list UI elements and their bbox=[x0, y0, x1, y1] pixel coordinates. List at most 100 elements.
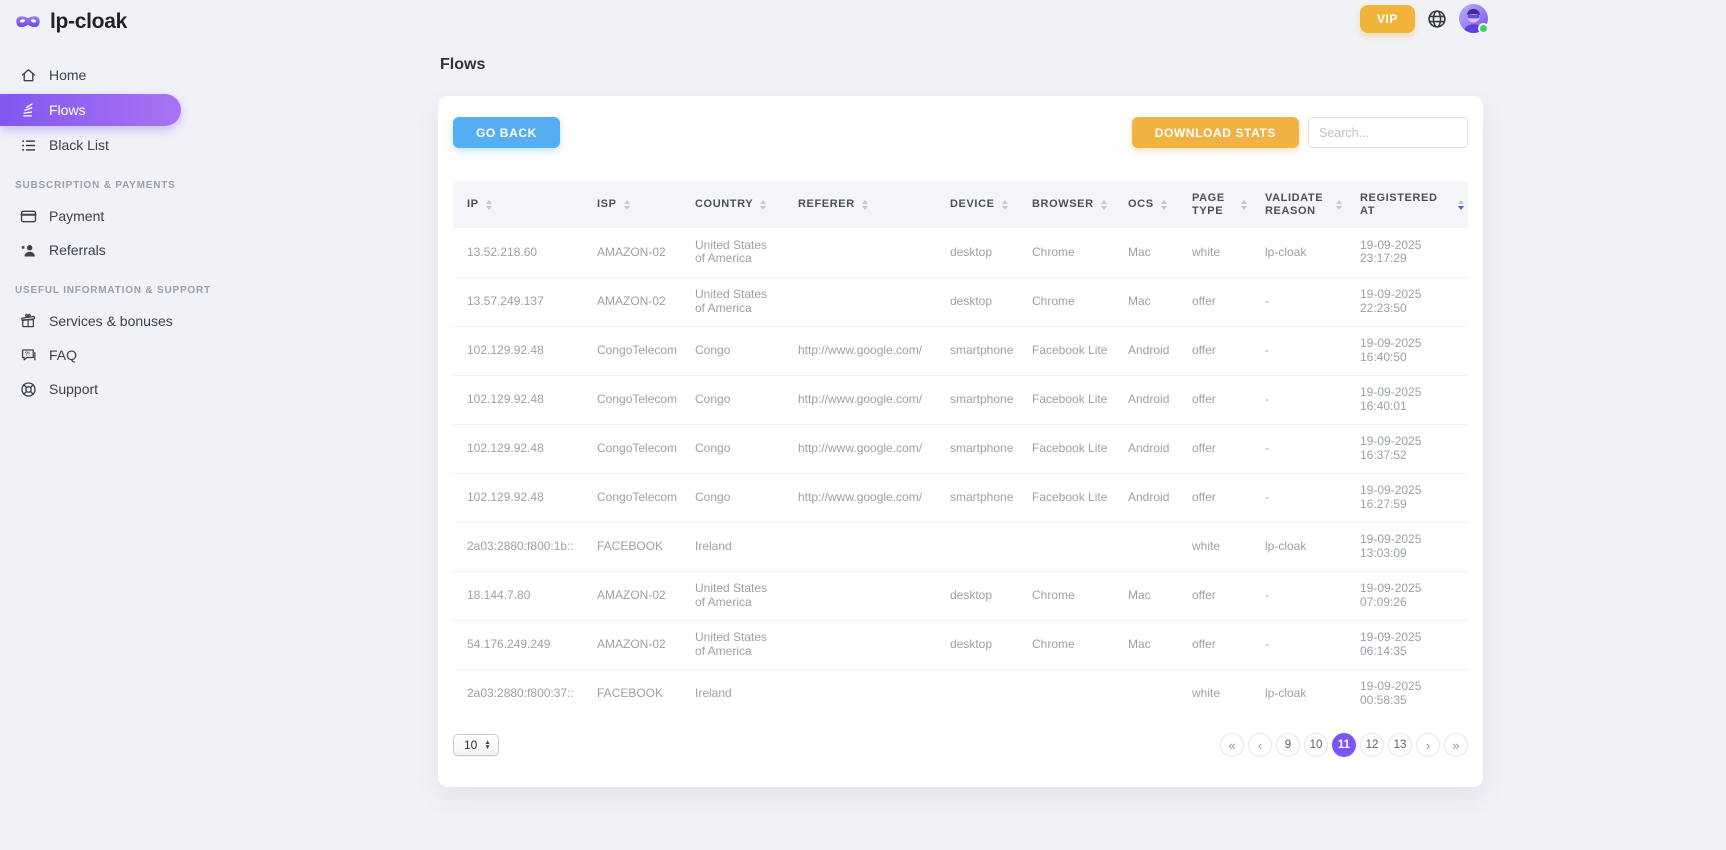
cell-browser bbox=[1018, 669, 1114, 718]
cell-device bbox=[936, 669, 1018, 718]
pagination-prev[interactable]: ‹ bbox=[1248, 733, 1272, 757]
pagination-last[interactable]: » bbox=[1444, 733, 1468, 757]
sidebar-item-payment[interactable]: Payment bbox=[0, 199, 185, 233]
pagination-page-12[interactable]: 12 bbox=[1360, 733, 1384, 757]
cell-referer bbox=[784, 522, 936, 572]
pagination-page-9[interactable]: 9 bbox=[1276, 733, 1300, 757]
sidebar-item-home[interactable]: Home bbox=[0, 58, 185, 92]
cell-isp: CongoTelecom bbox=[583, 424, 681, 474]
online-status-dot bbox=[1477, 23, 1489, 34]
cell-isp: CongoTelecom bbox=[583, 473, 681, 523]
home-icon bbox=[19, 66, 38, 85]
table-row: 54.176.249.249 AMAZON-02 United States of … bbox=[453, 620, 1468, 670]
column-header-registered_at[interactable]: REGISTERED AT bbox=[1346, 181, 1468, 228]
cell-referer bbox=[784, 228, 936, 278]
cell-registered_at: 19-09-2025 16:27:59 bbox=[1346, 473, 1468, 523]
flows-table: IP ISP COUNTRY REFERER DEVICE BROWSER OCS PAGE … bbox=[453, 181, 1468, 718]
brand[interactable]: lp-cloak bbox=[0, 0, 185, 34]
sidebar-item-label: Referrals bbox=[49, 242, 106, 258]
page-size-value: 10 bbox=[464, 738, 478, 752]
column-header-referer[interactable]: REFERER bbox=[784, 181, 936, 228]
column-header-device[interactable]: DEVICE bbox=[936, 181, 1018, 228]
cell-browser: Chrome bbox=[1018, 228, 1114, 278]
sort-icon bbox=[1001, 199, 1008, 210]
cell-validate_reason: - bbox=[1251, 620, 1346, 670]
cell-page_type: offer bbox=[1178, 375, 1251, 425]
cell-page_type: white bbox=[1178, 228, 1251, 278]
cell-isp: AMAZON-02 bbox=[583, 571, 681, 621]
cell-isp: CongoTelecom bbox=[583, 326, 681, 376]
cell-device: desktop bbox=[936, 228, 1018, 278]
cell-registered_at: 19-09-2025 16:40:50 bbox=[1346, 326, 1468, 376]
sidebar-item-support[interactable]: Support bbox=[0, 372, 185, 406]
cell-isp: AMAZON-02 bbox=[583, 277, 681, 327]
table-row: 13.52.218.60 AMAZON-02 United States of Am… bbox=[453, 228, 1468, 278]
cell-ocs bbox=[1114, 669, 1178, 718]
cell-registered_at: 19-09-2025 00:58:35 bbox=[1360, 679, 1422, 707]
cell-page_type: offer bbox=[1178, 571, 1251, 621]
faq-icon: ?! bbox=[19, 346, 38, 365]
search-input[interactable] bbox=[1308, 117, 1468, 148]
pagination-first[interactable]: « bbox=[1220, 733, 1244, 757]
pagination-page-13[interactable]: 13 bbox=[1388, 733, 1412, 757]
cell-device: desktop bbox=[936, 571, 1018, 621]
column-header-isp[interactable]: ISP bbox=[583, 181, 681, 228]
cell-validate_reason: lp-cloak bbox=[1251, 522, 1346, 572]
sidebar-item-black-list[interactable]: Black List bbox=[0, 128, 185, 162]
pagination-next[interactable]: › bbox=[1416, 733, 1440, 757]
cell-device: desktop bbox=[936, 277, 1018, 327]
go-back-button[interactable]: GO BACK bbox=[453, 117, 560, 148]
cell-ocs: Android bbox=[1114, 424, 1178, 474]
vip-button[interactable]: VIP bbox=[1360, 4, 1415, 33]
download-stats-button[interactable]: DOWNLOAD STATS bbox=[1131, 117, 1299, 148]
column-label: BROWSER bbox=[1032, 198, 1094, 210]
page-size-select[interactable]: 10 ▲ ▼ bbox=[453, 734, 499, 756]
cell-browser: Facebook Lite bbox=[1018, 424, 1114, 474]
cell-referer bbox=[784, 669, 936, 718]
column-header-browser[interactable]: BROWSER bbox=[1018, 181, 1114, 228]
cell-page_type: offer bbox=[1178, 277, 1251, 327]
table-row: 13.57.249.137 AMAZON-02 United States of A… bbox=[453, 277, 1468, 327]
cell-validate_reason: - bbox=[1251, 424, 1346, 474]
sidebar-item-faq[interactable]: ?! FAQ bbox=[0, 338, 185, 372]
card-footer: 10 ▲ ▼ «‹ 9 10 11 12 13 ›» bbox=[453, 733, 1468, 757]
sort-icon bbox=[1100, 199, 1107, 210]
pagination-page-10[interactable]: 10 bbox=[1304, 733, 1328, 757]
cell-referer bbox=[784, 277, 936, 327]
cell-ocs: Android bbox=[1114, 375, 1178, 425]
sidebar-item-label: Flows bbox=[49, 102, 86, 118]
column-header-country[interactable]: COUNTRY bbox=[681, 181, 784, 228]
svg-text:?!: ?! bbox=[25, 351, 30, 357]
select-stepper-icon: ▲ ▼ bbox=[484, 739, 491, 751]
cell-validate_reason: - bbox=[1251, 571, 1346, 621]
cell-country: Congo bbox=[681, 326, 784, 376]
sidebar-item-referrals[interactable]: Referrals bbox=[0, 233, 185, 267]
user-avatar[interactable] bbox=[1458, 4, 1489, 34]
cell-country: Congo bbox=[681, 375, 784, 425]
sort-icon bbox=[623, 199, 630, 210]
sidebar-item-flows[interactable]: Flows bbox=[0, 94, 181, 126]
column-label: ISP bbox=[597, 198, 617, 210]
sidebar-item-services-bonuses[interactable]: Services & bonuses bbox=[0, 304, 185, 338]
column-header-page_type[interactable]: PAGE TYPE bbox=[1178, 181, 1251, 228]
pagination-page-11[interactable]: 11 bbox=[1332, 733, 1356, 757]
sidebar-nav: Home Flows bbox=[0, 58, 210, 406]
column-header-ocs[interactable]: OCS bbox=[1114, 181, 1178, 228]
sidebar-item-label: Support bbox=[49, 381, 99, 397]
cell-ip: 2a03:2880:f800:1b:: bbox=[453, 522, 583, 572]
globe-icon[interactable] bbox=[1426, 8, 1448, 30]
cell-page_type: offer bbox=[1178, 473, 1251, 523]
cell-ip: 102.129.92.48 bbox=[453, 326, 583, 376]
payment-icon bbox=[19, 207, 38, 226]
column-header-ip[interactable]: IP bbox=[453, 181, 583, 228]
cell-browser: Facebook Lite bbox=[1018, 473, 1114, 523]
column-label: IP bbox=[467, 198, 479, 210]
cell-referer: http://www.google.com/ bbox=[784, 424, 936, 474]
table-row: 18.144.7.80 AMAZON-02 United States of Ame… bbox=[453, 571, 1468, 621]
table-row: 102.129.92.48 CongoTelecom Congo http://www… bbox=[453, 473, 1468, 523]
cell-ocs: Mac bbox=[1114, 571, 1178, 621]
cell-ocs: Android bbox=[1114, 473, 1178, 523]
column-header-validate_reason[interactable]: VALIDATE REASON bbox=[1251, 181, 1346, 228]
cell-device: desktop bbox=[936, 620, 1018, 670]
